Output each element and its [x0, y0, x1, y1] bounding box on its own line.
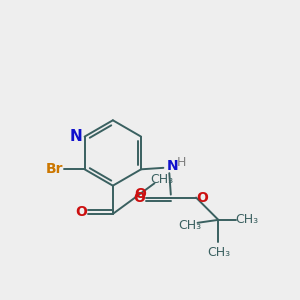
Text: O: O [135, 187, 146, 201]
Text: N: N [167, 159, 178, 173]
Text: Br: Br [46, 162, 64, 176]
Text: CH₃: CH₃ [236, 213, 259, 226]
Text: CH₃: CH₃ [150, 173, 173, 186]
Text: O: O [75, 205, 87, 219]
Text: H: H [177, 156, 187, 169]
Text: N: N [70, 129, 83, 144]
Text: CH₃: CH₃ [207, 246, 230, 259]
Text: O: O [133, 190, 145, 205]
Text: CH₃: CH₃ [178, 219, 201, 232]
Text: O: O [197, 190, 208, 205]
